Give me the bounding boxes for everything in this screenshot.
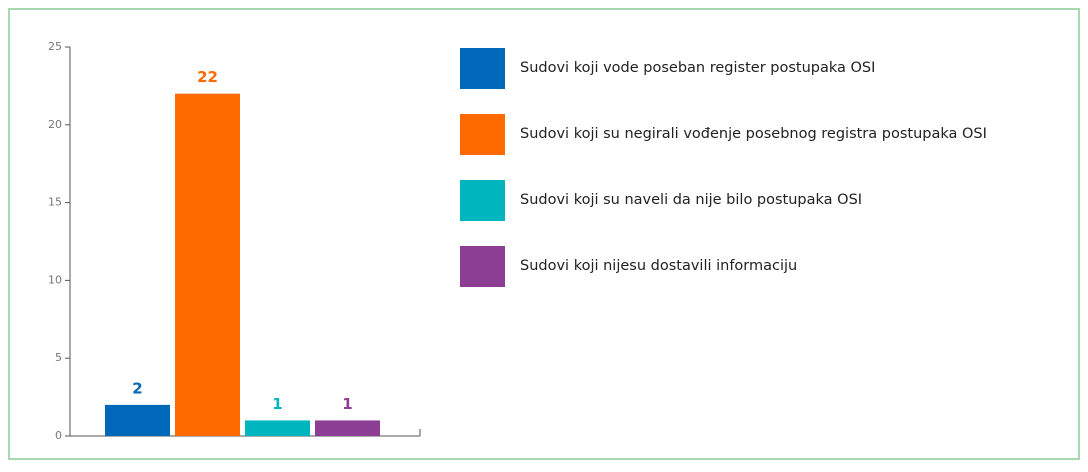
legend-label: Sudovi koji nijesu dostavili informaciju <box>520 258 797 274</box>
y-tick-label: 15 <box>48 196 62 209</box>
bar <box>315 420 380 436</box>
legend-label: Sudovi koji su naveli da nije bilo postu… <box>520 192 862 208</box>
frame <box>8 8 1080 460</box>
legend-swatch <box>460 246 505 287</box>
bar <box>245 420 310 436</box>
legend-label: Sudovi koji su negirali vođenje posebnog… <box>520 126 987 142</box>
value-label: 2 <box>132 379 142 397</box>
legend-swatch <box>460 114 505 155</box>
value-label: 22 <box>197 68 218 86</box>
bar <box>175 93 240 437</box>
y-tick-label: 25 <box>48 40 62 53</box>
bar <box>105 404 170 436</box>
y-tick-label: 0 <box>55 429 62 442</box>
legend-swatch <box>460 180 505 221</box>
value-label: 1 <box>272 395 282 413</box>
value-label: 1 <box>342 395 352 413</box>
y-tick-label: 20 <box>48 118 62 131</box>
legend-swatch <box>460 48 505 89</box>
legend-label: Sudovi koji vode poseban register postup… <box>520 60 875 76</box>
y-tick-label: 5 <box>55 351 62 364</box>
y-tick-label: 10 <box>48 273 62 286</box>
